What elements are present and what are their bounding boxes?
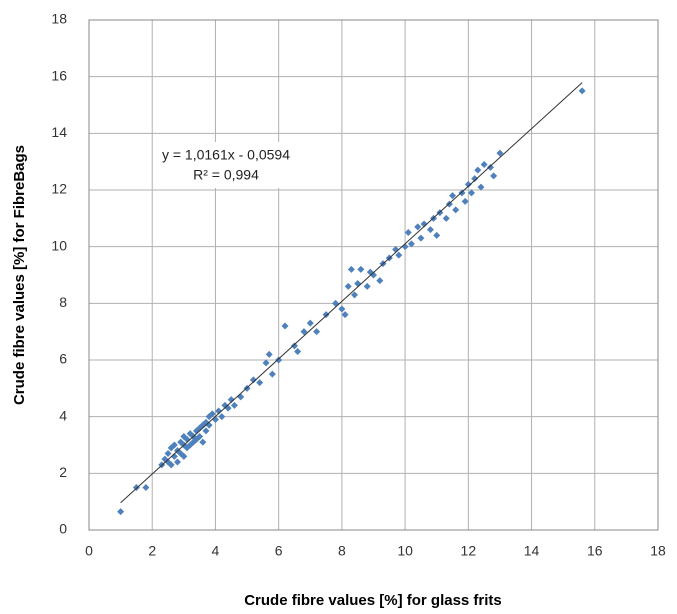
data-point xyxy=(290,342,298,350)
y-tick-label: 14 xyxy=(51,124,67,140)
data-point xyxy=(376,277,384,285)
data-point xyxy=(578,87,586,95)
data-point xyxy=(351,291,359,299)
data-point xyxy=(268,370,276,378)
data-point xyxy=(452,206,460,214)
x-tick-label: 16 xyxy=(587,543,603,559)
data-point xyxy=(486,163,494,171)
data-point xyxy=(202,427,210,435)
x-axis-label: Crude fibre values [%] for glass frits xyxy=(244,592,502,609)
data-point xyxy=(300,328,308,336)
data-point xyxy=(256,379,264,387)
data-point xyxy=(433,231,441,239)
trendline xyxy=(120,82,583,504)
y-tick-label: 6 xyxy=(59,351,67,367)
data-point xyxy=(164,450,172,457)
annotation: y = 1,0161x - 0,0594 xyxy=(162,147,290,163)
x-tick-label: 18 xyxy=(650,543,666,559)
data-point xyxy=(170,441,178,449)
x-tick-label: 14 xyxy=(524,543,540,559)
data-point xyxy=(464,180,472,188)
data-point xyxy=(344,282,352,290)
data-point xyxy=(174,458,182,466)
y-tick-label: 2 xyxy=(59,464,67,480)
data-point xyxy=(449,192,457,200)
data-point xyxy=(313,328,321,336)
data-point xyxy=(199,438,207,446)
y-tick-label: 18 xyxy=(51,11,67,27)
x-tick-label: 12 xyxy=(461,543,477,559)
data-point xyxy=(404,229,412,236)
y-axis-label: Crude fibre values [%] for FibreBags xyxy=(11,145,28,405)
data-point xyxy=(306,319,314,327)
x-tick-label: 0 xyxy=(85,543,93,559)
data-point xyxy=(496,149,504,157)
data-point xyxy=(338,305,346,313)
data-point xyxy=(215,407,223,415)
data-point xyxy=(294,348,302,355)
data-point xyxy=(275,356,283,364)
data-point xyxy=(281,322,289,330)
y-tick-label: 10 xyxy=(51,237,67,253)
data-point xyxy=(442,214,450,222)
plot-border xyxy=(88,19,659,531)
y-tick-label: 0 xyxy=(59,521,67,537)
data-point xyxy=(458,189,466,197)
data-point xyxy=(474,166,482,174)
y-tick-label: 12 xyxy=(51,181,67,197)
data-point xyxy=(357,265,365,273)
data-point xyxy=(363,282,371,290)
data-point xyxy=(208,410,216,418)
data-point xyxy=(490,172,498,180)
annotation: R² = 0,994 xyxy=(193,167,259,183)
data-point xyxy=(132,484,140,491)
data-point xyxy=(407,240,415,248)
x-tick-label: 10 xyxy=(397,543,413,559)
y-tick-label: 8 xyxy=(59,294,67,310)
data-point xyxy=(117,508,125,516)
data-point xyxy=(414,223,422,231)
data-point xyxy=(230,401,238,409)
data-point xyxy=(341,311,349,319)
y-tick-label: 16 xyxy=(51,67,67,83)
annotation-box xyxy=(155,142,297,188)
data-point xyxy=(461,197,469,205)
x-tick-label: 6 xyxy=(275,543,283,559)
data-point xyxy=(426,226,434,234)
data-point xyxy=(477,183,485,191)
x-tick-label: 4 xyxy=(212,543,220,559)
data-point xyxy=(196,433,204,440)
data-point xyxy=(420,220,428,228)
data-point xyxy=(167,461,175,469)
data-point xyxy=(322,311,330,319)
data-point xyxy=(480,161,488,168)
y-tick-label: 4 xyxy=(59,407,67,423)
data-point xyxy=(467,189,475,197)
data-point xyxy=(262,359,270,367)
x-tick-label: 8 xyxy=(338,543,346,559)
data-point xyxy=(265,350,273,358)
data-point xyxy=(471,175,479,183)
data-point xyxy=(180,452,188,460)
data-point xyxy=(218,413,226,421)
data-point xyxy=(142,484,150,491)
data-point xyxy=(227,396,235,404)
data-point xyxy=(395,251,403,259)
data-point xyxy=(347,265,355,273)
data-point xyxy=(170,452,178,460)
data-point xyxy=(370,271,377,279)
x-tick-label: 2 xyxy=(148,543,156,559)
data-point xyxy=(417,234,425,242)
data-point xyxy=(249,376,257,384)
